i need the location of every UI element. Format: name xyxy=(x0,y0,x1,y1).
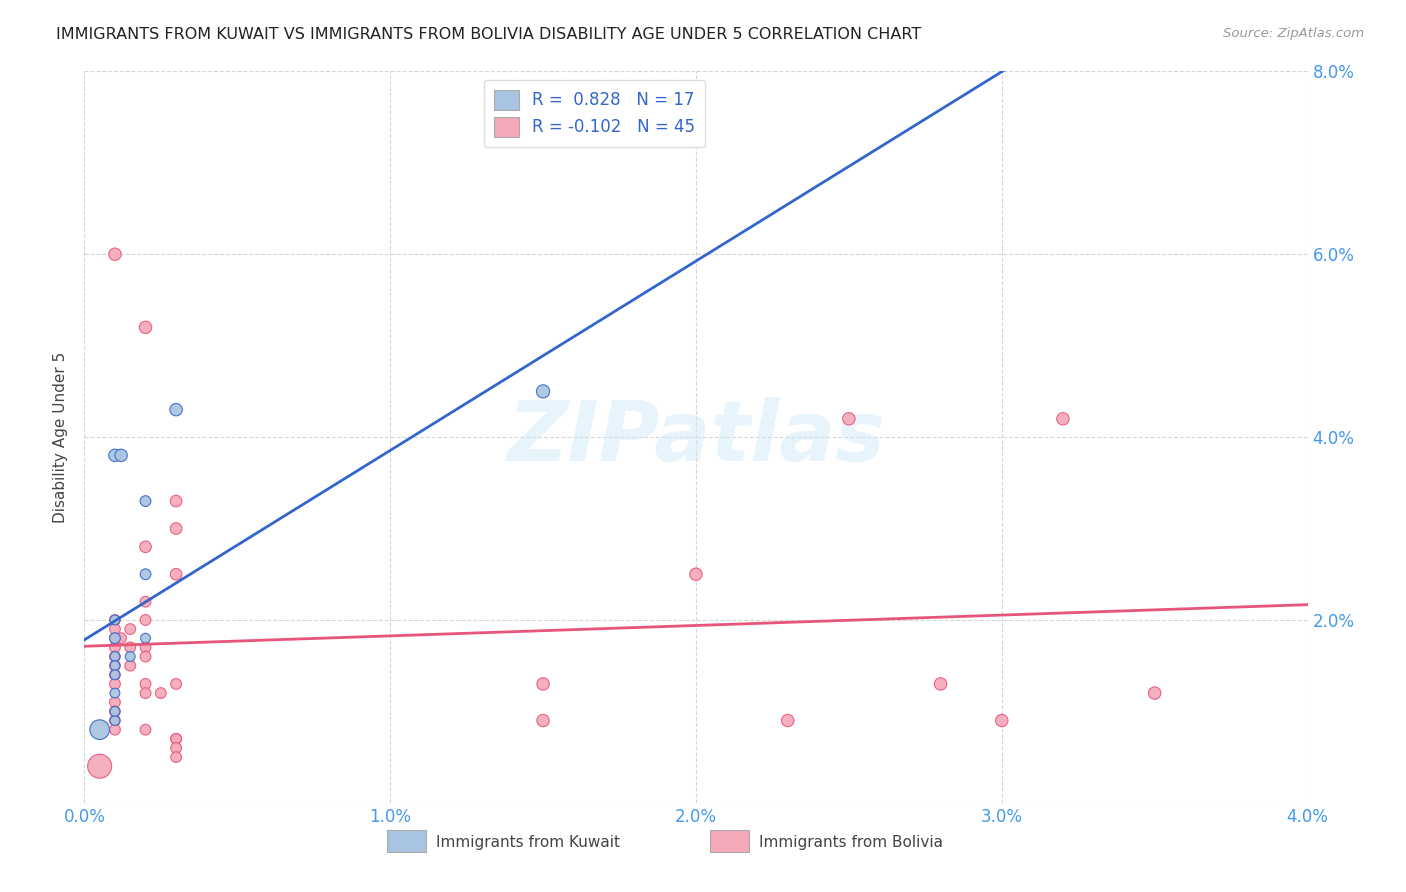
Point xyxy=(104,667,127,681)
Point xyxy=(165,731,187,746)
Point xyxy=(104,705,127,719)
Point xyxy=(531,384,554,399)
Point xyxy=(531,677,554,691)
Point xyxy=(1143,686,1166,700)
Point xyxy=(104,658,127,673)
Y-axis label: Disability Age Under 5: Disability Age Under 5 xyxy=(53,351,69,523)
Point xyxy=(165,677,187,691)
Text: Immigrants from Bolivia: Immigrants from Bolivia xyxy=(759,836,943,850)
Point xyxy=(135,632,157,646)
Point xyxy=(120,622,142,636)
Point xyxy=(165,750,187,764)
Point xyxy=(135,677,157,691)
Point xyxy=(135,567,157,582)
Point xyxy=(135,595,157,609)
Point xyxy=(104,632,127,646)
Legend: R =  0.828   N = 17, R = -0.102   N = 45: R = 0.828 N = 17, R = -0.102 N = 45 xyxy=(484,79,706,147)
Point xyxy=(104,723,127,737)
Point xyxy=(120,640,142,655)
Point xyxy=(110,449,132,463)
Point xyxy=(685,567,707,582)
Point xyxy=(135,613,157,627)
Point xyxy=(165,731,187,746)
Point xyxy=(149,686,172,700)
Point xyxy=(165,521,187,535)
Point xyxy=(104,714,127,728)
Point xyxy=(104,613,127,627)
Point xyxy=(104,658,127,673)
Point xyxy=(135,686,157,700)
Point xyxy=(104,705,127,719)
Point xyxy=(104,667,127,681)
Text: IMMIGRANTS FROM KUWAIT VS IMMIGRANTS FROM BOLIVIA DISABILITY AGE UNDER 5 CORRELA: IMMIGRANTS FROM KUWAIT VS IMMIGRANTS FRO… xyxy=(56,27,921,42)
Point xyxy=(104,677,127,691)
Point xyxy=(104,649,127,664)
Point xyxy=(135,640,157,655)
Point xyxy=(776,714,799,728)
Point xyxy=(104,632,127,646)
Point xyxy=(104,613,127,627)
Point xyxy=(89,759,111,773)
Point xyxy=(1052,412,1074,426)
Point xyxy=(120,649,142,664)
Point xyxy=(135,649,157,664)
Point xyxy=(165,567,187,582)
Point xyxy=(104,686,127,700)
Point xyxy=(104,714,127,728)
Point xyxy=(104,247,127,261)
Point xyxy=(120,658,142,673)
Text: Immigrants from Kuwait: Immigrants from Kuwait xyxy=(436,836,620,850)
Point xyxy=(531,714,554,728)
Point xyxy=(165,740,187,755)
Point xyxy=(991,714,1014,728)
Point xyxy=(89,723,111,737)
Point xyxy=(165,402,187,417)
Point xyxy=(104,622,127,636)
Point xyxy=(104,640,127,655)
Point xyxy=(135,320,157,334)
Point xyxy=(838,412,860,426)
Point xyxy=(104,649,127,664)
Point xyxy=(135,723,157,737)
Point xyxy=(135,494,157,508)
Point xyxy=(135,540,157,554)
Point xyxy=(110,632,132,646)
Text: ZIPatlas: ZIPatlas xyxy=(508,397,884,477)
Point xyxy=(929,677,952,691)
Point xyxy=(104,449,127,463)
Text: Source: ZipAtlas.com: Source: ZipAtlas.com xyxy=(1223,27,1364,40)
Point xyxy=(165,494,187,508)
Point xyxy=(104,695,127,709)
